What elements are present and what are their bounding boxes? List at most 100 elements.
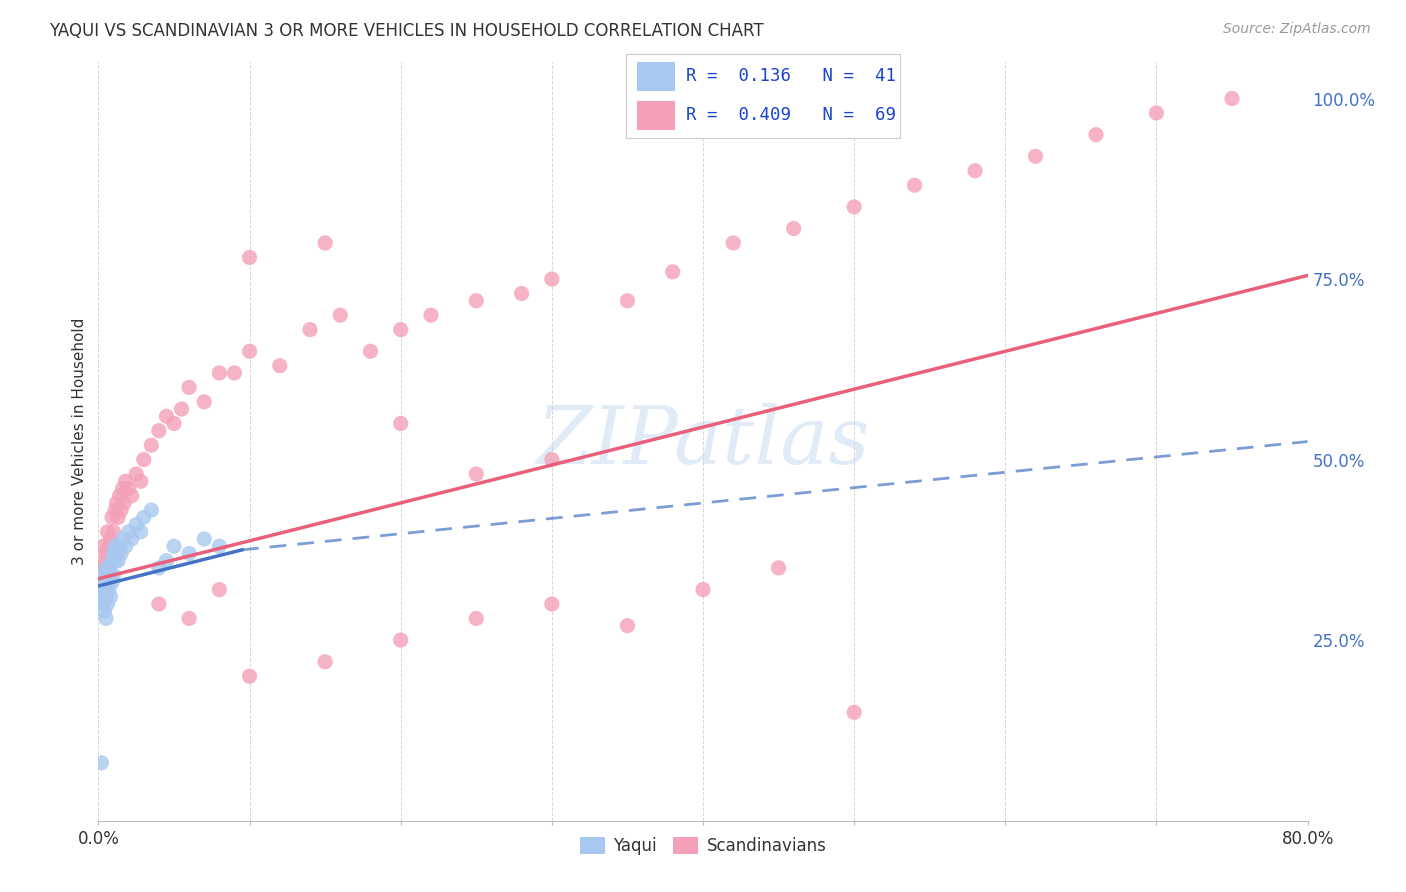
Point <box>420 308 443 322</box>
Point <box>179 546 201 560</box>
Point <box>103 568 125 582</box>
Point <box>148 424 170 438</box>
Point <box>103 546 125 560</box>
Text: R =  0.409   N =  69: R = 0.409 N = 69 <box>686 106 896 124</box>
Point <box>141 438 163 452</box>
Point <box>125 517 148 532</box>
Point <box>93 604 115 618</box>
Point <box>114 539 136 553</box>
Point <box>111 482 134 496</box>
Point <box>239 669 262 683</box>
Point <box>104 503 127 517</box>
Point <box>101 554 124 568</box>
Point <box>94 590 117 604</box>
Point <box>299 323 322 337</box>
Point <box>118 524 141 539</box>
Point <box>110 503 132 517</box>
Point <box>141 503 163 517</box>
Point <box>129 524 152 539</box>
Point <box>844 706 866 720</box>
Point <box>155 554 177 568</box>
Point <box>193 532 215 546</box>
Point <box>616 293 638 308</box>
Point <box>114 475 136 489</box>
Text: YAQUI VS SCANDINAVIAN 3 OR MORE VEHICLES IN HOUSEHOLD CORRELATION CHART: YAQUI VS SCANDINAVIAN 3 OR MORE VEHICLES… <box>49 22 763 40</box>
Point <box>105 546 128 560</box>
Point <box>121 532 143 546</box>
Point <box>1085 128 1108 142</box>
Point <box>103 524 125 539</box>
Legend: Yaqui, Scandinavians: Yaqui, Scandinavians <box>572 830 834 862</box>
Point <box>91 539 114 553</box>
Point <box>465 293 488 308</box>
Point <box>465 611 488 625</box>
Point <box>540 272 562 286</box>
Point <box>100 590 122 604</box>
Point <box>108 489 131 503</box>
Y-axis label: 3 or more Vehicles in Household: 3 or more Vehicles in Household <box>72 318 87 566</box>
Point <box>96 575 118 590</box>
Point <box>389 417 412 431</box>
Text: Source: ZipAtlas.com: Source: ZipAtlas.com <box>1223 22 1371 37</box>
Point <box>125 467 148 481</box>
Point <box>93 554 115 568</box>
Point <box>163 539 186 553</box>
Point <box>107 510 129 524</box>
Point <box>110 546 132 560</box>
Point <box>661 265 683 279</box>
Point <box>239 251 262 265</box>
Point <box>1024 149 1046 163</box>
Point <box>101 575 124 590</box>
Point <box>208 582 231 597</box>
Point <box>93 582 115 597</box>
Point <box>100 532 122 546</box>
Point <box>768 561 790 575</box>
Point <box>101 510 124 524</box>
Point <box>107 554 129 568</box>
Point <box>208 539 231 553</box>
Point <box>104 554 127 568</box>
Point <box>94 611 117 625</box>
Point <box>510 286 533 301</box>
Point <box>904 178 927 193</box>
Point <box>314 235 336 250</box>
Point <box>269 359 291 373</box>
Point <box>193 394 215 409</box>
Point <box>104 539 127 553</box>
Bar <box>637 101 675 130</box>
Point <box>98 582 121 597</box>
Point <box>540 452 562 467</box>
Point <box>208 366 231 380</box>
Point <box>90 561 112 575</box>
Point <box>91 575 114 590</box>
Point <box>783 221 806 235</box>
Point <box>96 597 118 611</box>
Point <box>329 308 352 322</box>
Point <box>108 539 131 553</box>
Point <box>723 235 745 250</box>
Text: ZIPatlas: ZIPatlas <box>536 403 870 480</box>
Point <box>121 489 143 503</box>
Point <box>465 467 488 481</box>
Text: R =  0.136   N =  41: R = 0.136 N = 41 <box>686 68 896 86</box>
Point <box>965 163 987 178</box>
Point <box>314 655 336 669</box>
Point <box>98 561 121 575</box>
Point <box>1144 106 1167 120</box>
Point <box>179 380 201 394</box>
Point <box>90 756 112 770</box>
Point <box>389 633 412 648</box>
Point <box>360 344 382 359</box>
Point <box>132 452 155 467</box>
Point <box>163 417 186 431</box>
Point <box>239 344 262 359</box>
Point <box>129 475 152 489</box>
Point <box>105 496 128 510</box>
Point <box>179 611 201 625</box>
Point <box>844 200 866 214</box>
Point <box>170 402 193 417</box>
Point <box>96 524 118 539</box>
Point <box>132 510 155 524</box>
Point <box>1220 91 1243 105</box>
Point <box>94 561 117 575</box>
